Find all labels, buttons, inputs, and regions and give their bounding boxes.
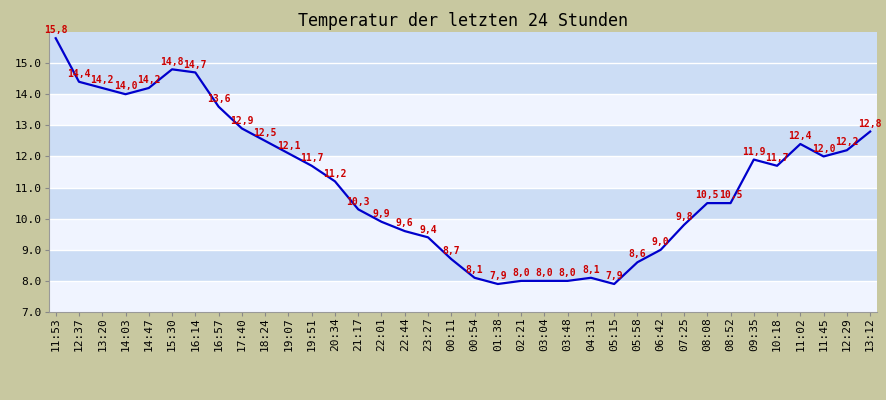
Bar [49,219,877,250]
Text: 9,9: 9,9 [373,209,391,219]
Bar [49,250,877,281]
Text: 8,6: 8,6 [629,250,646,260]
Text: 10,5: 10,5 [696,190,719,200]
Text: 9,4: 9,4 [419,224,437,234]
Bar [49,188,877,219]
Text: 12,2: 12,2 [835,138,859,148]
Text: 10,5: 10,5 [719,190,742,200]
Text: 8,7: 8,7 [442,246,460,256]
Text: 14,2: 14,2 [90,75,114,85]
Text: 8,0: 8,0 [559,268,577,278]
Text: 12,1: 12,1 [276,140,300,150]
Text: 8,1: 8,1 [582,265,600,275]
Text: 13,6: 13,6 [206,94,230,104]
Text: 11,9: 11,9 [742,147,766,157]
Title: Temperatur der letzten 24 Stunden: Temperatur der letzten 24 Stunden [298,12,628,30]
Text: 14,4: 14,4 [67,69,90,79]
Bar [49,63,877,94]
Text: 9,0: 9,0 [652,237,670,247]
Text: 8,0: 8,0 [512,268,530,278]
Bar [49,156,877,188]
Text: 8,0: 8,0 [535,268,553,278]
Bar [49,94,877,125]
Bar [49,281,877,312]
Text: 9,8: 9,8 [675,212,693,222]
Text: 11,2: 11,2 [323,168,346,178]
Text: 12,9: 12,9 [230,116,253,126]
Bar [49,125,877,156]
Text: 12,4: 12,4 [789,131,812,141]
Text: 7,9: 7,9 [605,271,623,281]
Text: 14,0: 14,0 [113,82,137,92]
Text: 11,7: 11,7 [300,153,323,163]
Bar [49,32,877,63]
Text: 9,6: 9,6 [396,218,414,228]
Text: 14,8: 14,8 [160,56,183,66]
Text: 12,0: 12,0 [812,144,835,154]
Text: 12,5: 12,5 [253,128,277,138]
Text: 11,7: 11,7 [766,153,789,163]
Text: 14,2: 14,2 [137,75,160,85]
Text: 10,3: 10,3 [346,196,370,206]
Text: 15,8: 15,8 [44,26,67,36]
Text: 14,7: 14,7 [183,60,207,70]
Text: 8,1: 8,1 [466,265,484,275]
Text: 12,8: 12,8 [859,119,882,129]
Text: 7,9: 7,9 [489,271,507,281]
